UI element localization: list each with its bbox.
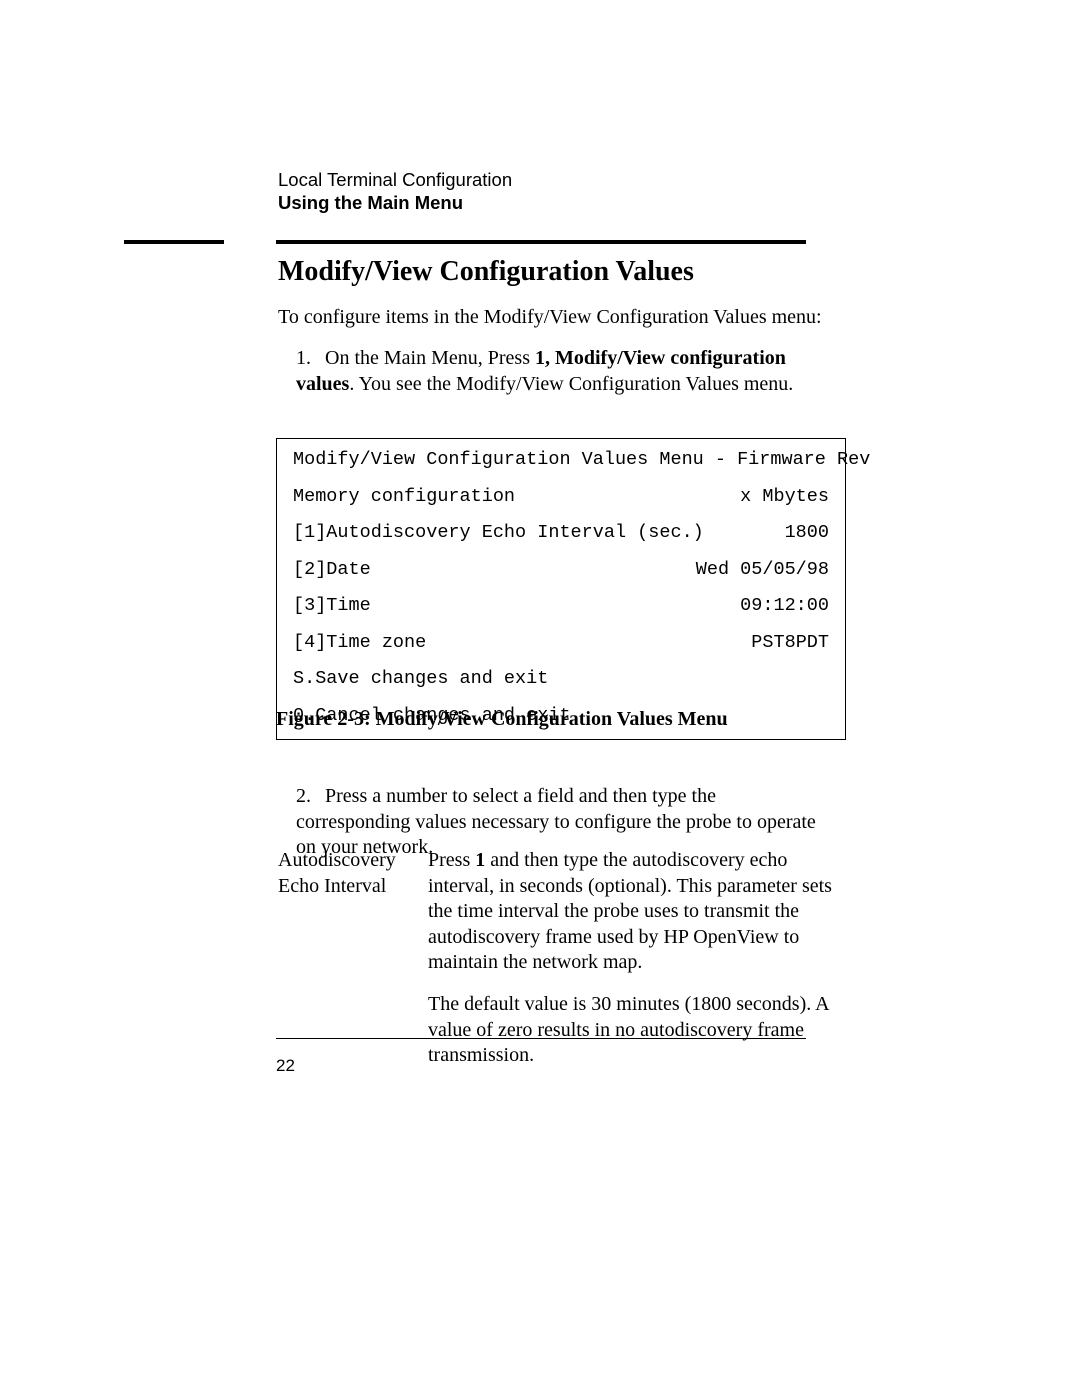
intro-text: To configure items in the Modify/View Co…	[278, 306, 822, 329]
running-header-line2: Using the Main Menu	[278, 191, 512, 214]
definition-p1: Press 1 and then type the autodiscovery …	[428, 848, 848, 976]
menu-row-2: [2]Date Wed 05/05/98	[293, 561, 829, 580]
definition-body: Press 1 and then type the autodiscovery …	[428, 848, 848, 1069]
step-1-pre: On the Main Menu, Press	[325, 347, 535, 369]
definition-term: Autodiscovery Echo Interval	[278, 848, 418, 899]
menu-row-memory-value: x Mbytes	[740, 488, 829, 507]
page: Local Terminal Configuration Using the M…	[0, 0, 1080, 1397]
menu-row-4: [4]Time zone PST8PDT	[293, 634, 829, 653]
menu-title-text: Modify/View Configuration Values Menu - …	[293, 451, 870, 470]
menu-row-2-value: Wed 05/05/98	[696, 561, 829, 580]
section-heading: Modify/View Configuration Values	[278, 256, 694, 288]
step-1-number: 1.	[296, 346, 320, 372]
section-rule-right	[276, 240, 806, 244]
definition-term-line1: Autodiscovery	[278, 848, 418, 874]
menu-row-3-value: 09:12:00	[740, 597, 829, 616]
menu-row-1-label: [1]Autodiscovery Echo Interval (sec.)	[293, 524, 704, 543]
menu-row-3-label: [3]Time	[293, 597, 371, 616]
definition-autodiscovery: Autodiscovery Echo Interval Press 1 and …	[278, 848, 838, 1085]
definition-term-line2: Echo Interval	[278, 874, 418, 900]
menu-row-memory: Memory configuration x Mbytes	[293, 488, 829, 507]
menu-row-4-label: [4]Time zone	[293, 634, 426, 653]
menu-row-save: S.Save changes and exit	[293, 670, 829, 689]
definition-p1-post: and then type the autodiscovery echo int…	[428, 849, 832, 973]
terminal-menu-box: Modify/View Configuration Values Menu - …	[276, 438, 846, 740]
menu-save-text: S.Save changes and exit	[293, 670, 548, 689]
menu-row-3: [3]Time 09:12:00	[293, 597, 829, 616]
running-header-line1: Local Terminal Configuration	[278, 168, 512, 191]
section-rule-left	[124, 240, 224, 244]
menu-row-memory-label: Memory configuration	[293, 488, 515, 507]
page-number: 22	[276, 1056, 295, 1076]
definition-p1-pre: Press	[428, 849, 475, 871]
definition-p2: The default value is 30 minutes (1800 se…	[428, 992, 848, 1069]
running-header: Local Terminal Configuration Using the M…	[278, 168, 512, 214]
menu-row-1: [1]Autodiscovery Echo Interval (sec.) 18…	[293, 524, 829, 543]
footer-rule	[276, 1038, 806, 1039]
step-1-post: . You see the Modify/View Configuration …	[349, 373, 793, 395]
figure-caption: Figure 2-3: Modify/View Configuration Va…	[276, 708, 728, 731]
step-2-number: 2.	[296, 784, 320, 810]
menu-row-2-label: [2]Date	[293, 561, 371, 580]
definition-p1-bold: 1	[475, 849, 485, 871]
menu-row-1-value: 1800	[785, 524, 829, 543]
step-1: 1. On the Main Menu, Press 1, Modify/Vie…	[296, 346, 816, 397]
menu-title: Modify/View Configuration Values Menu - …	[293, 451, 829, 470]
menu-row-4-value: PST8PDT	[751, 634, 829, 653]
